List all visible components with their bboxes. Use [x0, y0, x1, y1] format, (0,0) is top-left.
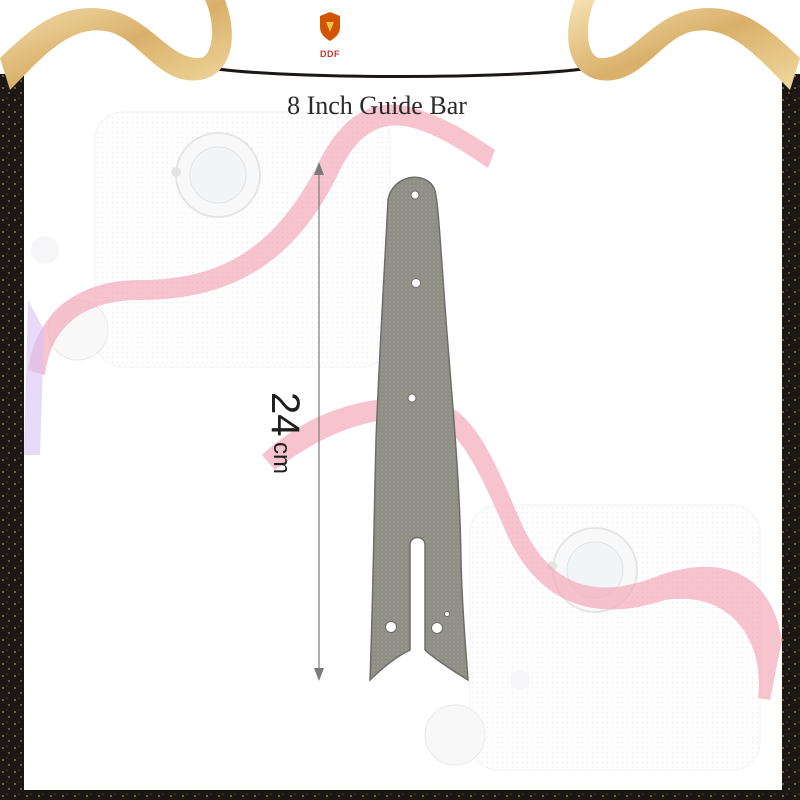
dimension-value: 24 [263, 392, 307, 437]
guide-bar [369, 176, 469, 682]
dimension-label: 24 cm [263, 392, 307, 474]
brand-name: DDF [320, 49, 340, 59]
pink-ribbon [24, 104, 782, 700]
product-title: 8 Inch Guide Bar [287, 91, 467, 120]
dimension-arrow [314, 162, 324, 681]
shield-logo-icon [320, 12, 340, 41]
dimension-unit: cm [268, 442, 295, 474]
gold-ribbon [0, 0, 800, 90]
